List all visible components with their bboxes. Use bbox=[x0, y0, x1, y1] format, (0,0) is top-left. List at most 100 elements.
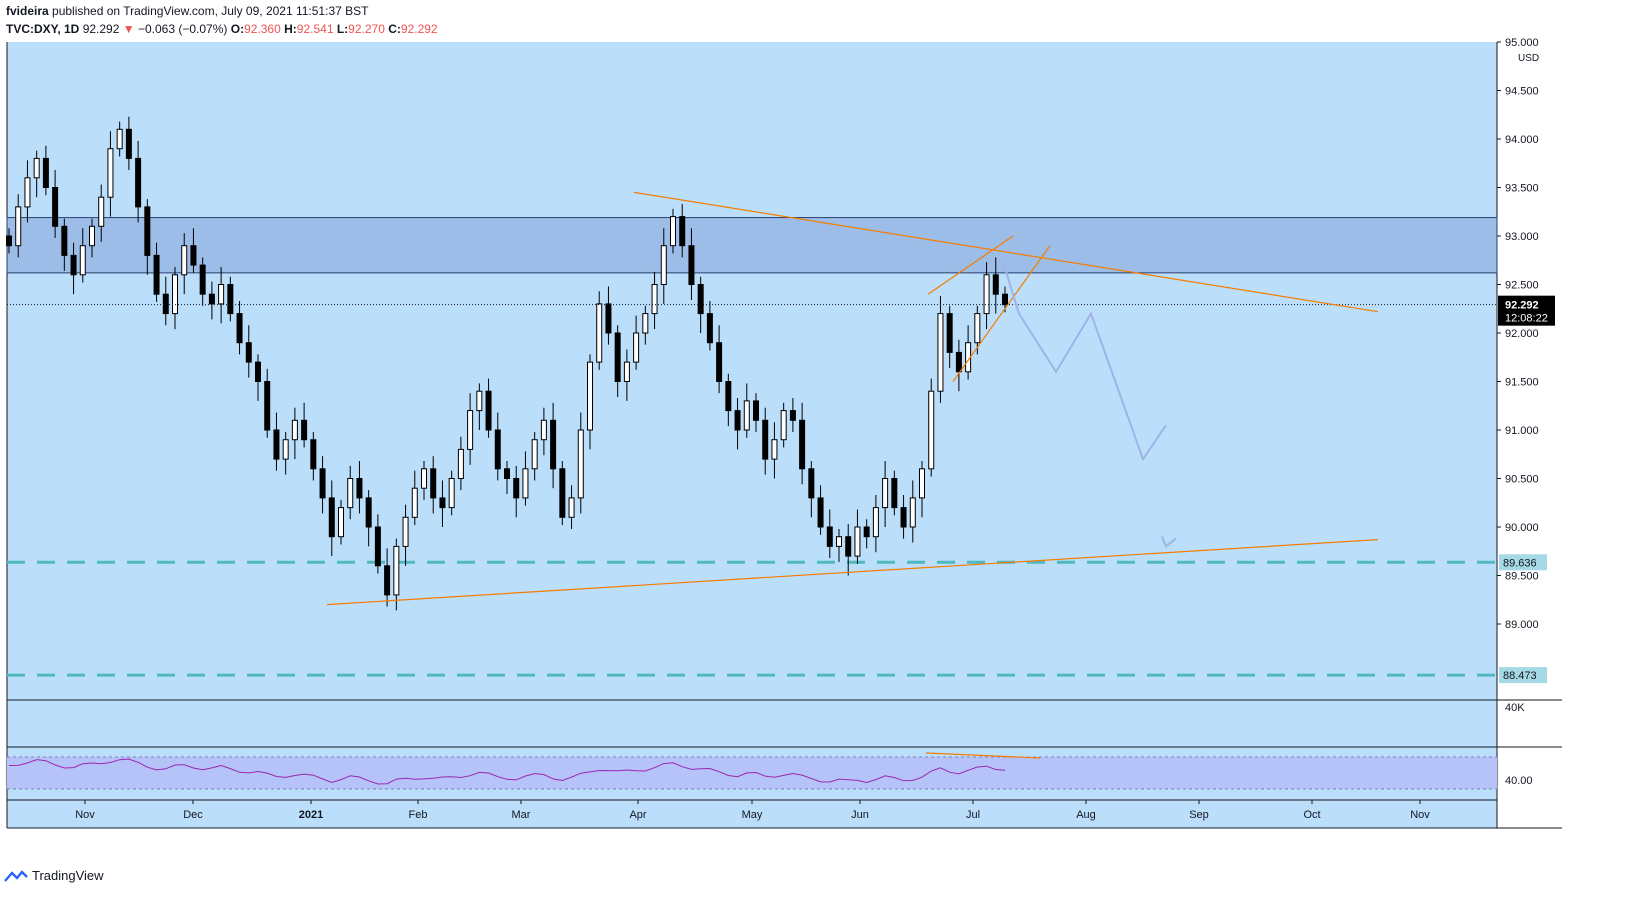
candle[interactable] bbox=[15, 206, 22, 247]
candle[interactable] bbox=[928, 390, 935, 470]
candle[interactable] bbox=[208, 293, 215, 305]
candle[interactable] bbox=[338, 507, 344, 538]
candle[interactable] bbox=[61, 225, 68, 256]
brand[interactable]: TradingView bbox=[32, 868, 104, 883]
candle[interactable] bbox=[679, 216, 686, 247]
candle[interactable] bbox=[808, 468, 815, 499]
candle[interactable] bbox=[725, 381, 732, 412]
candle[interactable] bbox=[762, 419, 769, 460]
candle[interactable] bbox=[845, 536, 852, 557]
candle[interactable] bbox=[319, 468, 326, 499]
candle[interactable] bbox=[273, 429, 280, 460]
candle[interactable] bbox=[199, 264, 206, 295]
candle[interactable] bbox=[587, 361, 593, 431]
trendline[interactable] bbox=[326, 539, 1379, 606]
candle[interactable] bbox=[485, 390, 492, 431]
candle[interactable] bbox=[891, 478, 898, 509]
candle[interactable] bbox=[799, 419, 806, 470]
candle[interactable] bbox=[116, 128, 123, 150]
candle[interactable] bbox=[836, 536, 842, 547]
candle[interactable] bbox=[107, 148, 114, 198]
candle[interactable] bbox=[70, 254, 77, 276]
candle[interactable] bbox=[494, 429, 501, 470]
candle[interactable] bbox=[734, 410, 741, 431]
candle[interactable] bbox=[384, 565, 391, 596]
candle[interactable] bbox=[531, 439, 538, 470]
candle[interactable] bbox=[310, 439, 317, 470]
candle[interactable] bbox=[52, 187, 59, 227]
candle[interactable] bbox=[504, 468, 510, 479]
candle[interactable] bbox=[282, 439, 289, 460]
candle[interactable] bbox=[347, 478, 354, 509]
candle[interactable] bbox=[623, 361, 630, 383]
candle[interactable] bbox=[33, 157, 40, 179]
candle[interactable] bbox=[457, 448, 464, 479]
projection-path[interactable] bbox=[1003, 264, 1167, 462]
candle[interactable] bbox=[872, 507, 879, 538]
candle[interactable] bbox=[513, 478, 520, 499]
candle[interactable] bbox=[144, 206, 151, 256]
candle[interactable] bbox=[402, 516, 409, 547]
candle[interactable] bbox=[789, 410, 796, 421]
candle[interactable] bbox=[983, 274, 990, 315]
candle[interactable] bbox=[577, 429, 584, 499]
candle[interactable] bbox=[255, 361, 261, 383]
candle[interactable] bbox=[550, 419, 557, 470]
candle[interactable] bbox=[79, 245, 86, 276]
candle[interactable] bbox=[974, 313, 981, 344]
candle[interactable] bbox=[181, 245, 188, 276]
candle[interactable] bbox=[89, 225, 95, 247]
candle[interactable] bbox=[716, 342, 723, 383]
candle[interactable] bbox=[697, 284, 704, 315]
candle[interactable] bbox=[614, 332, 621, 382]
candle[interactable] bbox=[264, 381, 271, 431]
candle[interactable] bbox=[291, 419, 298, 441]
candle[interactable] bbox=[633, 332, 640, 363]
candle[interactable] bbox=[753, 400, 759, 421]
candle[interactable] bbox=[771, 439, 778, 460]
candle[interactable] bbox=[826, 526, 833, 547]
candle[interactable] bbox=[6, 235, 12, 247]
candle[interactable] bbox=[670, 216, 676, 247]
candle[interactable] bbox=[817, 497, 824, 528]
candle[interactable] bbox=[328, 497, 335, 538]
candle[interactable] bbox=[153, 254, 160, 295]
candle[interactable] bbox=[430, 468, 437, 499]
candle[interactable] bbox=[476, 390, 483, 412]
candle[interactable] bbox=[421, 468, 427, 489]
candle[interactable] bbox=[522, 468, 529, 499]
candle[interactable] bbox=[467, 410, 474, 450]
candle[interactable] bbox=[439, 497, 446, 509]
candle[interactable] bbox=[125, 128, 132, 159]
candle[interactable] bbox=[706, 313, 713, 344]
candle[interactable] bbox=[568, 497, 575, 518]
candle[interactable] bbox=[919, 468, 925, 499]
candle[interactable] bbox=[651, 284, 658, 315]
candle[interactable] bbox=[780, 410, 787, 441]
candle[interactable] bbox=[411, 487, 418, 518]
candle[interactable] bbox=[559, 468, 566, 518]
candle[interactable] bbox=[882, 478, 889, 509]
candle[interactable] bbox=[365, 497, 372, 528]
candle[interactable] bbox=[1002, 293, 1008, 306]
resistance-zone[interactable] bbox=[6, 217, 1498, 274]
candle[interactable] bbox=[992, 274, 999, 295]
candle[interactable] bbox=[863, 526, 870, 538]
wedge-lower-line[interactable] bbox=[952, 245, 1051, 382]
candle[interactable] bbox=[172, 274, 178, 315]
candle[interactable] bbox=[955, 351, 962, 373]
candle[interactable] bbox=[540, 419, 547, 441]
rsi-line[interactable] bbox=[8, 758, 1006, 785]
candle[interactable] bbox=[909, 497, 916, 528]
candle[interactable] bbox=[900, 507, 907, 528]
author[interactable]: fvideira bbox=[6, 4, 49, 18]
candle[interactable] bbox=[854, 526, 861, 557]
candle[interactable] bbox=[301, 419, 308, 441]
candle[interactable] bbox=[227, 284, 234, 315]
candle[interactable] bbox=[42, 157, 49, 188]
candle[interactable] bbox=[218, 284, 225, 305]
candle[interactable] bbox=[98, 196, 105, 227]
candle[interactable] bbox=[642, 313, 649, 334]
trendline[interactable] bbox=[633, 191, 1379, 313]
